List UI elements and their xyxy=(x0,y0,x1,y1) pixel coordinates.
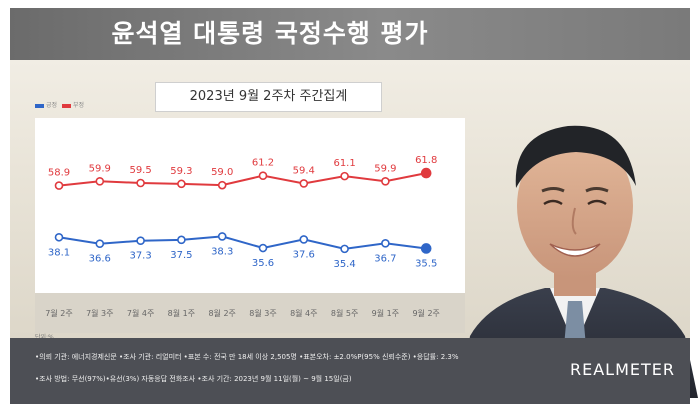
data-label-negative: 59.9 xyxy=(89,163,111,174)
data-point-positive xyxy=(54,232,64,242)
data-point-negative xyxy=(136,178,145,188)
legend-label-negative: 부정 xyxy=(72,102,85,109)
data-point-negative xyxy=(217,180,227,190)
data-point-negative xyxy=(95,176,105,186)
data-label-negative: 61.2 xyxy=(252,158,274,169)
data-label-positive: 37.6 xyxy=(293,249,315,260)
data-point-positive xyxy=(340,244,349,254)
legend-swatch-positive xyxy=(35,103,44,108)
data-label-negative: 59.3 xyxy=(170,166,192,177)
x-tick-label: 8월 5주 xyxy=(331,308,358,318)
line-chart: 58.9 59.9 59.5 59.3 59.0 61.2 59.4 61.1 59.9 61.8… xyxy=(45,155,440,318)
data-label-positive: 36.7 xyxy=(374,253,396,264)
header-banner: 윤석열 대통령 국정수행 평가 xyxy=(10,8,690,60)
data-label-negative: 58.9 xyxy=(48,168,70,179)
data-point-negative xyxy=(177,179,186,189)
data-label-negative: 59.9 xyxy=(374,163,396,174)
series-line-negative xyxy=(58,172,427,187)
x-tick-label: 8월 3주 xyxy=(249,308,276,318)
data-label-positive: 38.1 xyxy=(48,247,70,258)
x-tick-label: 7월 2주 xyxy=(45,308,72,318)
survey-note-line-2: •조사 방법: 무선(97%)•유선(3%) 자동응답 전화조사 •조사 기간:… xyxy=(35,375,352,383)
data-label-negative: 61.1 xyxy=(333,158,355,169)
data-label-positive: 37.3 xyxy=(129,251,151,262)
data-label-negative: 59.4 xyxy=(293,165,315,176)
data-label-negative: 59.0 xyxy=(211,167,233,178)
survey-notes: •의뢰 기관: 에너지경제신문 •조사 기관: 리얼미터 •표본 수: 전국 만… xyxy=(10,338,690,404)
data-label-positive: 35.5 xyxy=(415,258,437,269)
unit-note: 단위:% xyxy=(35,332,54,341)
data-point-positive xyxy=(420,243,432,254)
chart-area: 2023년 9월 2주차 주간집계 긍정 부정 단위:% 58.9 59.9 59.… xyxy=(10,60,698,398)
data-point-negative xyxy=(258,171,268,180)
data-point-negative xyxy=(381,176,390,186)
data-label-positive: 36.6 xyxy=(89,254,111,265)
data-point-positive xyxy=(95,239,105,249)
legend: 긍정 부정 xyxy=(35,100,84,109)
data-label-negative: 61.8 xyxy=(415,155,437,166)
data-label-positive: 37.5 xyxy=(170,250,192,261)
x-tick-label: 7월 3주 xyxy=(86,308,113,318)
x-tick-label: 8월 4주 xyxy=(290,308,317,318)
data-point-negative xyxy=(299,179,309,188)
data-point-positive xyxy=(217,232,227,241)
brand-logo: REALMETER xyxy=(570,360,675,379)
data-point-positive xyxy=(381,238,390,248)
x-tick-label: 8월 1주 xyxy=(168,308,195,318)
x-tick-label: 7월 4주 xyxy=(127,308,154,318)
data-point-negative xyxy=(54,181,64,190)
x-tick-label: 8월 2주 xyxy=(208,308,235,318)
data-label-positive: 35.4 xyxy=(333,259,355,270)
legend-label-positive: 긍정 xyxy=(46,102,58,109)
data-point-positive xyxy=(177,235,186,245)
chart-subtitle: 2023년 9월 2주차 주간집계 xyxy=(155,82,382,112)
series-line-positive xyxy=(58,235,427,250)
legend-swatch-negative xyxy=(61,103,71,108)
data-point-positive xyxy=(136,236,145,246)
x-tick-label: 9월 1주 xyxy=(372,308,399,318)
data-point-negative xyxy=(340,171,349,181)
data-point-positive xyxy=(258,243,268,253)
data-point-negative xyxy=(420,167,432,179)
x-axis-strip xyxy=(35,293,465,333)
data-label-positive: 35.6 xyxy=(252,258,274,269)
page-title: 윤석열 대통령 국정수행 평가 xyxy=(111,19,429,48)
data-point-positive xyxy=(299,235,309,244)
x-tick-label: 9월 2주 xyxy=(412,308,439,318)
data-label-negative: 59.5 xyxy=(129,165,151,176)
survey-note-line-1: •의뢰 기관: 에너지경제신문 •조사 기관: 리얼미터 •표본 수: 전국 만… xyxy=(35,353,459,361)
data-label-positive: 38.3 xyxy=(211,246,233,257)
